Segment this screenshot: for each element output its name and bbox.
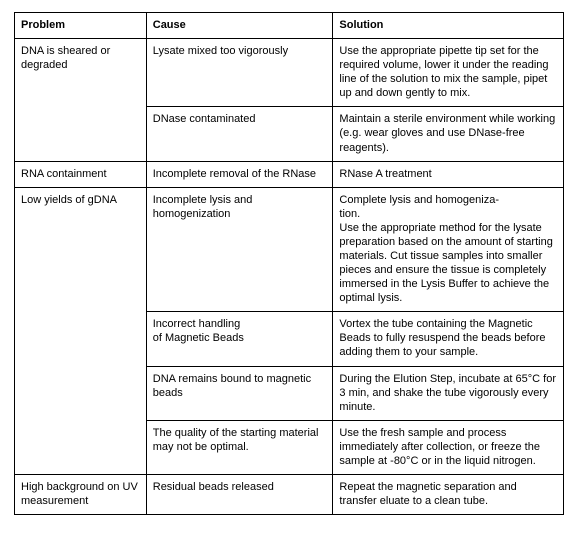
cell-problem: DNA is sheared or degraded [15, 39, 147, 162]
cell-solution: Repeat the magnetic separation and trans… [333, 475, 564, 515]
cell-problem: Low yields of gDNA [15, 187, 147, 474]
cell-cause: The quality of the starting material may… [146, 420, 333, 474]
cell-cause: DNase contaminated [146, 107, 333, 161]
table-row: High background on UV measurement Residu… [15, 475, 564, 515]
cell-solution: During the Elution Step, incubate at 65°… [333, 366, 564, 420]
cell-solution: Use the fresh sample and process immedia… [333, 420, 564, 474]
table-row: Low yields of gDNA Incomplete lysis and … [15, 187, 564, 312]
cell-solution: Complete lysis and homogeniza-tion.Use t… [333, 187, 564, 312]
table-row: DNA is sheared or degraded Lysate mixed … [15, 39, 564, 107]
col-header-solution: Solution [333, 13, 564, 39]
cell-solution: RNase A treatment [333, 161, 564, 187]
cell-cause: DNA remains bound to magnetic beads [146, 366, 333, 420]
cell-cause: Residual beads released [146, 475, 333, 515]
cell-cause: Lysate mixed too vigorously [146, 39, 333, 107]
col-header-cause: Cause [146, 13, 333, 39]
cell-problem: RNA containment [15, 161, 147, 187]
cell-solution: Use the appropriate pipette tip set for … [333, 39, 564, 107]
cell-cause: Incomplete lysis and homogenization [146, 187, 333, 312]
cell-cause: Incorrect handlingof Magnetic Beads [146, 312, 333, 366]
table-row: RNA containment Incomplete removal of th… [15, 161, 564, 187]
cell-solution: Vortex the tube containing the Magnetic … [333, 312, 564, 366]
troubleshooting-table: Problem Cause Solution DNA is sheared or… [14, 12, 564, 515]
col-header-problem: Problem [15, 13, 147, 39]
cell-cause: Incomplete removal of the RNase [146, 161, 333, 187]
cell-problem: High background on UV measurement [15, 475, 147, 515]
table-header-row: Problem Cause Solution [15, 13, 564, 39]
cell-solution: Maintain a sterile environment while wor… [333, 107, 564, 161]
